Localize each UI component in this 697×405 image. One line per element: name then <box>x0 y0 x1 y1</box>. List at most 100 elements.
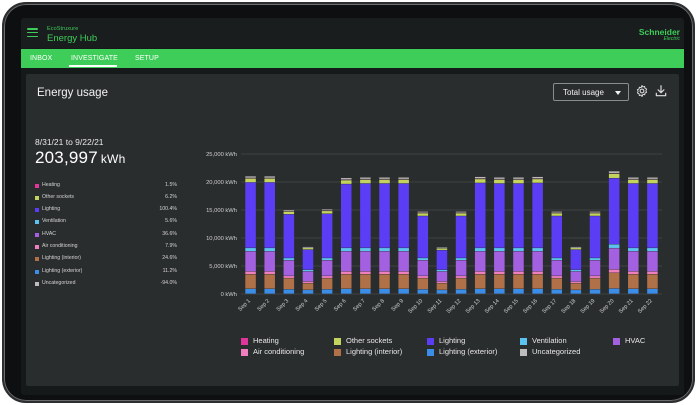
bar-stack[interactable] <box>551 211 563 294</box>
x-tick-label: Sep 14 <box>484 298 501 315</box>
bar-segment <box>436 281 448 283</box>
bar-segment <box>513 271 524 274</box>
bar-segment <box>245 251 256 272</box>
bar-stack[interactable] <box>628 177 639 294</box>
top-bar: EcoStruxure Energy Hub Schneider Electri… <box>21 18 684 48</box>
bar-segment <box>321 209 333 211</box>
bar-segment <box>340 180 352 184</box>
bar-segment <box>417 260 429 276</box>
legend-label: Lighting (interior) <box>346 347 403 356</box>
bar-stack[interactable] <box>245 176 256 294</box>
bar-segment <box>436 269 448 272</box>
bar-segment <box>647 179 658 184</box>
bar-segment <box>513 179 524 184</box>
bar-segment <box>513 248 524 252</box>
bar-segment <box>360 251 371 272</box>
bar-stack[interactable] <box>608 171 620 294</box>
x-tick-label: Sep 7 <box>352 298 367 313</box>
legend-label: Lighting <box>439 336 466 345</box>
bar-stack[interactable] <box>647 177 658 294</box>
bar-segment <box>417 276 429 278</box>
bar-stack[interactable] <box>570 246 582 294</box>
bar-stack[interactable] <box>494 177 505 294</box>
bar-segment <box>494 183 505 248</box>
bar-stack[interactable] <box>455 211 467 294</box>
bar-segment <box>245 182 256 248</box>
bar-segment <box>570 283 582 290</box>
breakdown-swatch <box>35 208 39 213</box>
bar-segment <box>436 290 448 294</box>
bar-stack[interactable] <box>340 178 352 294</box>
bar-segment <box>379 183 390 248</box>
bar-segment <box>302 281 314 283</box>
legend-label: Other sockets <box>346 336 393 345</box>
bar-stack[interactable] <box>264 176 275 294</box>
bar-segment <box>647 251 658 272</box>
bar-stack[interactable] <box>302 246 314 294</box>
bar-stack[interactable] <box>532 176 543 294</box>
bar-stack[interactable] <box>360 177 371 294</box>
bar-segment <box>474 251 486 272</box>
bar-segment <box>455 216 467 258</box>
bar-segment <box>628 271 639 274</box>
x-tick-label: Sep 1 <box>237 298 252 313</box>
bar-segment <box>360 179 371 184</box>
breakdown-value: 1.5% <box>165 181 177 188</box>
breakdown-value: 11.2% <box>162 267 177 274</box>
x-tick-label: Sep 20 <box>599 298 616 315</box>
app-screen: EcoStruxure Energy Hub Schneider Electri… <box>21 18 684 395</box>
brand-ecostruxure: EcoStruxure <box>47 26 79 32</box>
bar-segment <box>360 248 371 252</box>
breakdown-swatch <box>35 257 39 262</box>
tab-inbox[interactable]: INBOX <box>30 55 53 62</box>
bar-segment <box>321 258 333 260</box>
breakdown-swatch <box>35 232 39 237</box>
bar-segment <box>532 274 543 289</box>
breakdown-swatch <box>35 244 39 249</box>
bar-stack[interactable] <box>283 210 295 294</box>
bar-stack[interactable] <box>398 177 409 294</box>
bar-segment <box>474 176 486 179</box>
bar-segment <box>551 260 563 276</box>
legend-swatch <box>334 348 341 356</box>
bar-segment <box>436 250 448 270</box>
bar-segment <box>455 276 467 278</box>
breakdown-swatch <box>35 183 39 188</box>
bar-segment <box>264 271 275 274</box>
menu-icon[interactable] <box>27 28 38 38</box>
bar-segment <box>628 183 639 248</box>
legend-swatch <box>427 348 434 356</box>
bar-stack[interactable] <box>589 211 601 294</box>
tab-setup[interactable]: SETUP <box>135 55 159 62</box>
bar-stack[interactable] <box>417 211 429 294</box>
bar-stack[interactable] <box>321 209 333 294</box>
bar-stack[interactable] <box>379 177 390 294</box>
breakdown-row: Other sockets 6.2% <box>35 193 177 205</box>
gear-icon[interactable] <box>635 84 649 98</box>
x-tick-label: Sep 17 <box>541 298 558 315</box>
x-tick-label: Sep 15 <box>503 298 520 315</box>
bar-segment <box>283 278 295 290</box>
bar-segment <box>589 278 601 290</box>
bar-segment <box>398 177 409 179</box>
usage-type-select[interactable]: Total usage <box>553 83 629 101</box>
bar-stack[interactable] <box>474 176 486 294</box>
tab-investigate[interactable]: INVESTIGATE <box>71 55 118 62</box>
x-tick-label: Sep 18 <box>561 298 578 315</box>
download-icon[interactable] <box>654 84 668 98</box>
bar-stack[interactable] <box>513 177 524 294</box>
bar-segment <box>551 213 563 216</box>
bar-segment <box>589 260 601 276</box>
bar-stack[interactable] <box>436 247 448 294</box>
breakdown-value: 7.9% <box>165 242 177 249</box>
bar-segment <box>302 249 314 270</box>
schneider-logo: Schneider <box>638 27 680 37</box>
bar-segment <box>551 216 563 258</box>
bar-segment <box>245 271 256 274</box>
energy-usage-chart: 0 kWh 5,000 kWh 10,000 kWh 15,000 kWh 20,000… <box>206 152 662 315</box>
date-range: 8/31/21 to 9/22/21 <box>35 137 104 147</box>
bar-segment <box>608 269 620 273</box>
legend-label: Heating <box>253 336 279 345</box>
caret-down-icon <box>615 91 621 95</box>
breakdown-row: Uncategorized -94.0% <box>35 279 177 291</box>
